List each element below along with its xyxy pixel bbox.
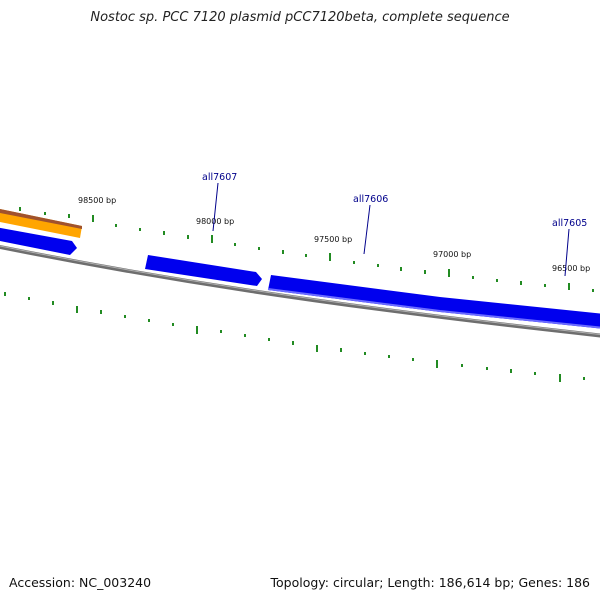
tick-ring-outer bbox=[4, 292, 585, 382]
gene-arrow-reverse-1[interactable] bbox=[0, 227, 77, 255]
bp-label: 96500 bp bbox=[552, 264, 590, 273]
gene-label-all7606[interactable]: all7606 bbox=[353, 194, 388, 205]
gene-label-leader-all7607 bbox=[212, 182, 219, 232]
gene-arrow-forward-edge bbox=[0, 209, 82, 229]
accession-label: Accession: NC_003240 bbox=[9, 575, 152, 590]
gene-arrow-all7606-7605[interactable] bbox=[268, 275, 600, 329]
bp-label: 98500 bp bbox=[78, 196, 116, 205]
gene-label-all7607[interactable]: all7607 bbox=[202, 172, 237, 183]
bp-label: 98000 bp bbox=[196, 217, 234, 226]
gene-arrow-all7607[interactable] bbox=[145, 255, 262, 286]
map-title: Nostoc sp. PCC 7120 plasmid pCC7120beta,… bbox=[90, 10, 510, 25]
bp-label: 97000 bp bbox=[433, 250, 471, 259]
gene-label-all7605[interactable]: all7605 bbox=[552, 218, 587, 229]
gene-label-leader-all7606 bbox=[363, 204, 371, 255]
gene-arrow-highlight bbox=[267, 288, 600, 329]
gene-label-leader-all7605 bbox=[564, 228, 570, 277]
bp-label: 97500 bp bbox=[314, 235, 352, 244]
tick-ring-inner bbox=[19, 207, 594, 292]
genome-backbone-highlight bbox=[0, 245, 600, 335]
topology-summary: Topology: circular; Length: 186,614 bp; … bbox=[270, 575, 591, 590]
genome-backbone bbox=[0, 244, 600, 338]
